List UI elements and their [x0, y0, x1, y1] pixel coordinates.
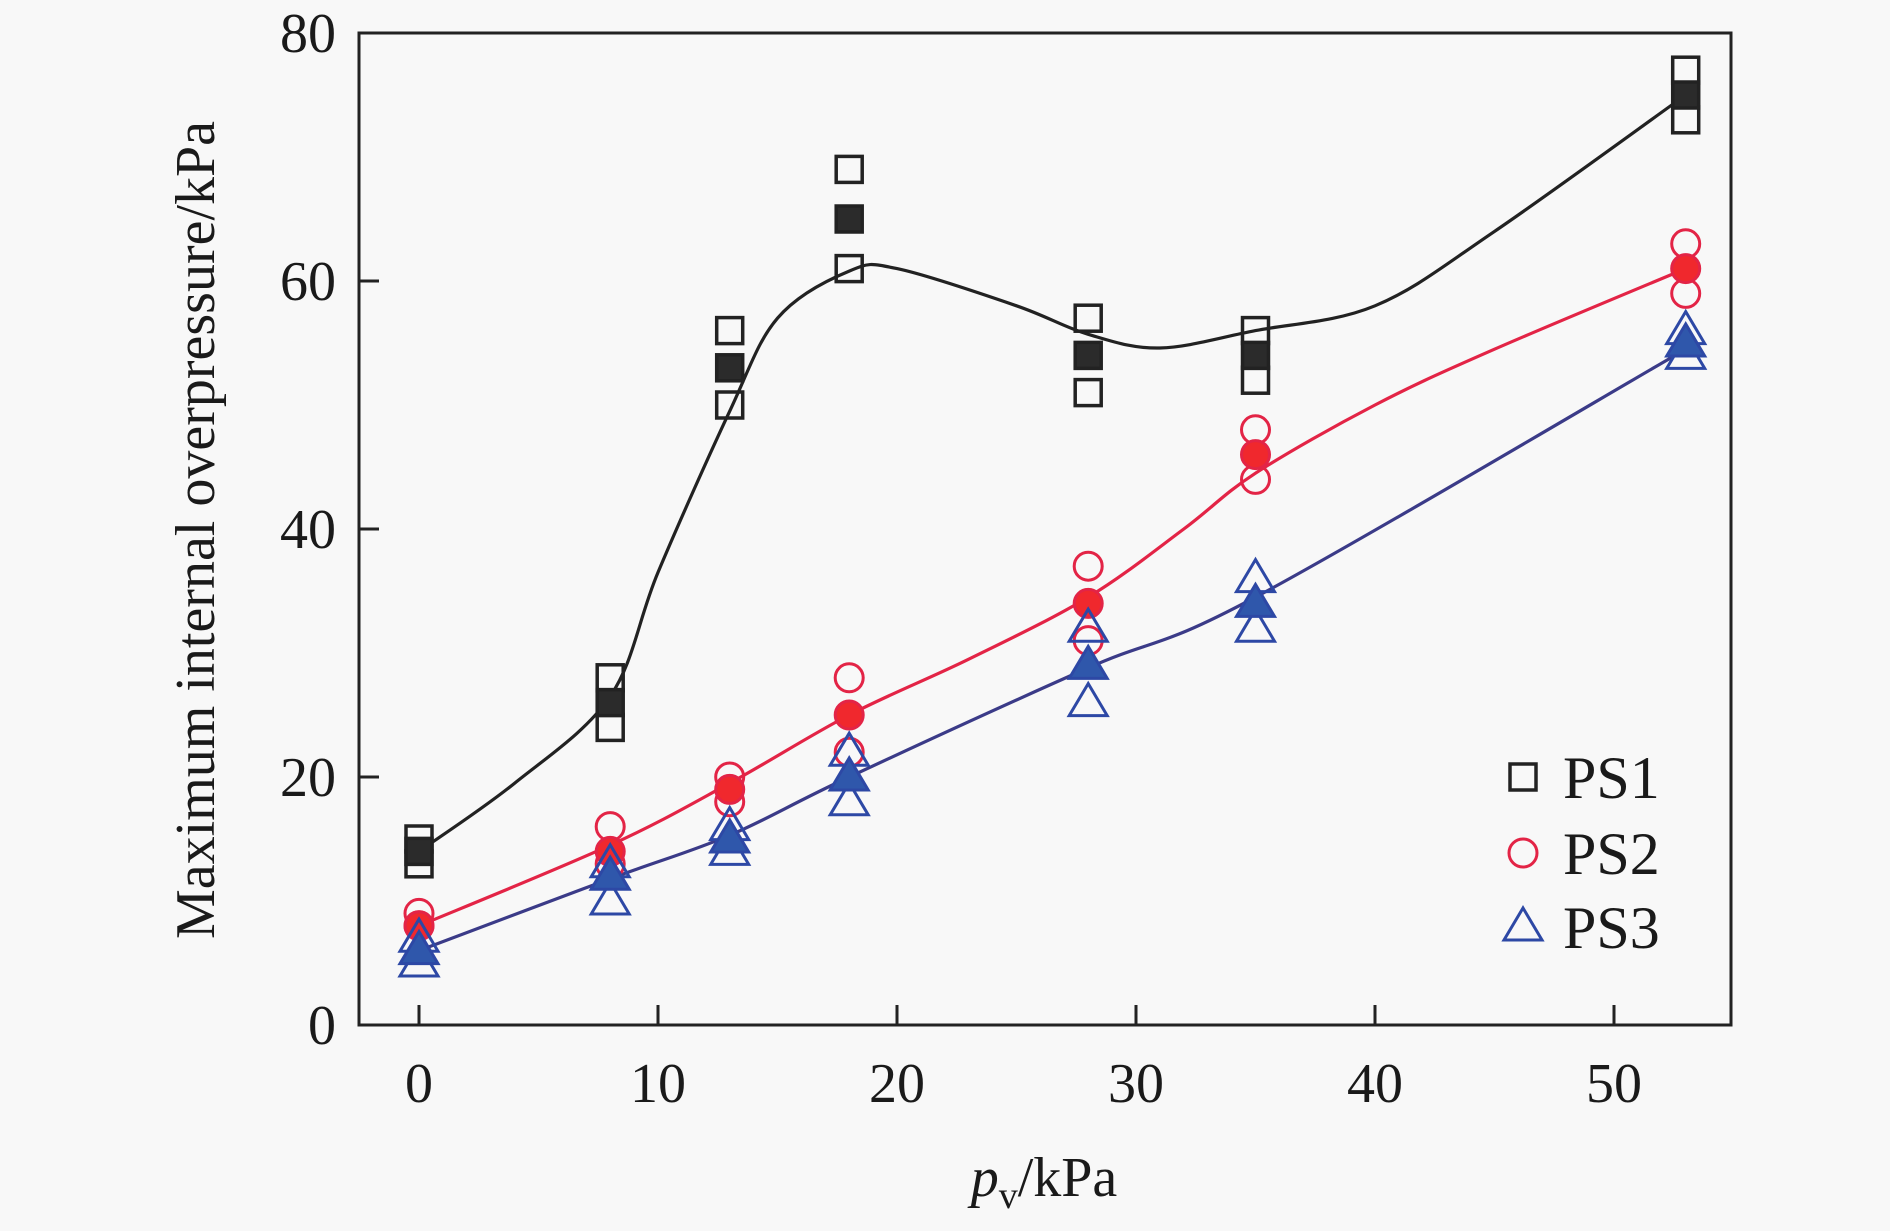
x-axis-title-subscript: v [999, 1175, 1018, 1217]
data-markers [397, 55, 1708, 978]
data-point-mean [833, 699, 865, 731]
legend-item-ps1: PS1 [1508, 745, 1660, 811]
data-point-mean [1664, 321, 1708, 358]
data-point-mean [714, 773, 746, 805]
series-ps3 [397, 308, 1708, 978]
legend: PS1 PS2 PS3 [1501, 745, 1660, 961]
data-point-lower [1233, 606, 1278, 643]
data-point-upper [1072, 550, 1104, 582]
data-point-mean [1233, 581, 1278, 618]
x-tick-label: 0 [405, 1053, 433, 1115]
legend-item-ps2: PS2 [1507, 821, 1660, 887]
x-tick-label: 40 [1347, 1053, 1403, 1115]
legend-label: PS1 [1563, 745, 1660, 811]
series-ps2 [403, 228, 1702, 942]
y-axis-title-group: Maximum internal overpressure/kPa [165, 121, 227, 939]
legend-marker-triangle [1501, 905, 1545, 942]
data-point-lower [1073, 377, 1103, 408]
data-point-mean [1670, 80, 1701, 110]
data-point-mean [1240, 340, 1271, 371]
data-point-mean [397, 928, 441, 966]
data-point-upper [714, 315, 745, 346]
y-tick-label: 80 [280, 3, 336, 65]
data-point-mean [708, 817, 752, 854]
x-axis-title-group: pv/kPa [967, 1147, 1118, 1217]
data-point-lower [1670, 105, 1701, 135]
x-tick-label: 50 [1586, 1053, 1642, 1115]
data-point-mean [1073, 340, 1103, 371]
data-point-upper [833, 662, 865, 694]
data-point-mean [834, 204, 864, 234]
data-point-lower [1240, 365, 1271, 395]
data-point-lower [595, 712, 625, 743]
y-tick-label: 20 [280, 747, 336, 809]
x-tick-label: 20 [869, 1053, 925, 1115]
data-point-lower [834, 253, 864, 284]
x-tick-label: 30 [1108, 1053, 1164, 1115]
fit-curve-ps2 [418, 267, 1687, 928]
fit-curves [418, 93, 1687, 953]
data-point-lower [588, 879, 632, 916]
y-tick-label: 40 [280, 499, 336, 561]
x-axis-title-symbol: p [967, 1147, 999, 1209]
data-point-mean [1240, 439, 1271, 471]
legend-label: PS3 [1563, 895, 1660, 961]
data-point-upper [834, 154, 864, 185]
series-ps1 [404, 55, 1701, 879]
legend-marker-circle [1507, 837, 1539, 869]
data-point-mean [404, 836, 434, 867]
y-tick-label: 0 [308, 995, 336, 1057]
legend-marker-square [1508, 762, 1538, 792]
data-point-mean [1670, 253, 1702, 285]
x-tick-label: 10 [630, 1053, 686, 1115]
fit-curve-ps1 [418, 93, 1687, 853]
data-point-upper [1670, 55, 1701, 85]
y-tick-label: 60 [280, 251, 336, 313]
x-axis-title-unit: /kPa [1018, 1147, 1118, 1209]
data-point-mean [1066, 643, 1110, 680]
x-axis-title: pv/kPa [967, 1147, 1118, 1217]
data-point-mean [588, 854, 632, 891]
data-point-mean [714, 353, 745, 383]
data-point-lower [714, 390, 745, 420]
data-point-lower [827, 779, 871, 817]
data-point-upper [1066, 606, 1110, 643]
data-point-mean [595, 687, 625, 718]
legend-item-ps3: PS3 [1501, 895, 1660, 961]
data-point-mean [827, 755, 871, 792]
axes: 0 10 20 30 40 50 0 20 40 60 80 [280, 3, 1733, 1115]
legend-label: PS2 [1563, 821, 1660, 887]
data-point-mean [1072, 587, 1104, 619]
data-point-lower [1066, 680, 1110, 718]
y-axis-title: Maximum internal overpressure/kPa [165, 121, 227, 939]
plot-frame [357, 31, 1733, 1027]
data-point-upper [1073, 303, 1103, 333]
